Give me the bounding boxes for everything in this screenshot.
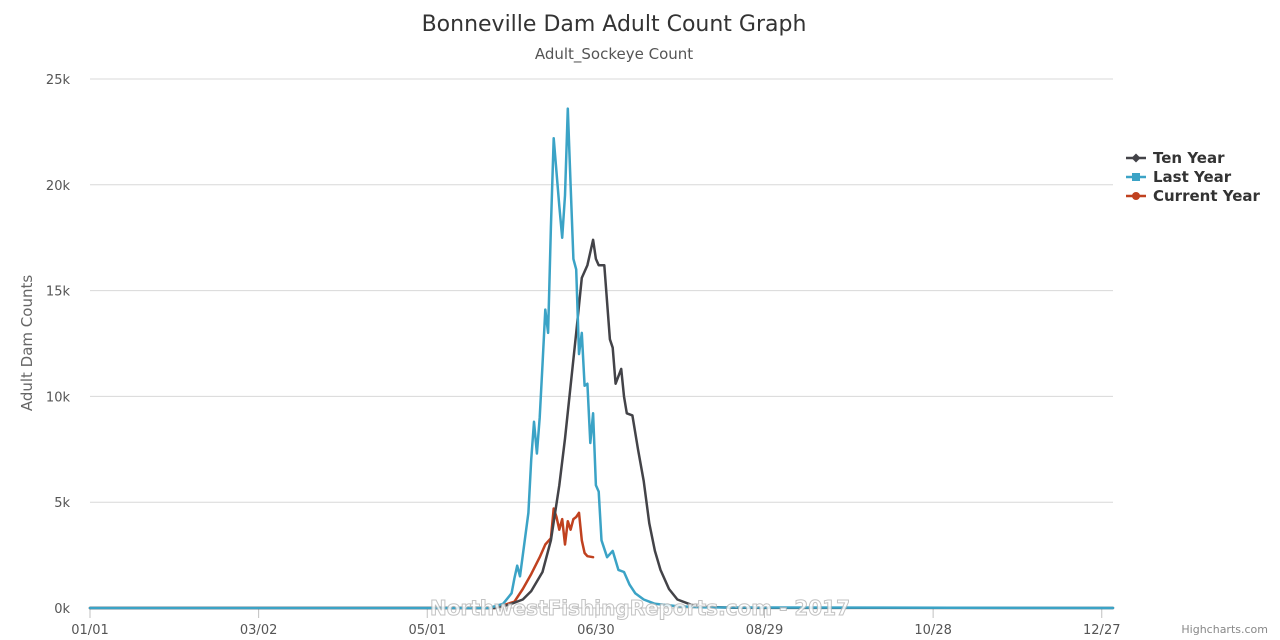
y-tick-label: 20k xyxy=(46,179,71,194)
series-line-last-year xyxy=(88,107,1115,610)
circle-marker-icon xyxy=(1132,192,1140,200)
x-tick-label: 05/01 xyxy=(409,623,446,638)
x-tick-label: 01/01 xyxy=(71,623,108,638)
credits-link[interactable]: Highcharts.com xyxy=(1181,623,1268,636)
legend-label: Current Year xyxy=(1153,187,1261,205)
y-tick-label: 25k xyxy=(46,73,71,88)
legend-label: Last Year xyxy=(1153,168,1232,186)
x-tick-label: 12/27 xyxy=(1083,623,1120,638)
x-tick-label: 10/28 xyxy=(914,623,951,638)
y-tick-label: 0k xyxy=(54,602,70,617)
x-tick-label: 06/30 xyxy=(577,623,614,638)
y-axis-ticks: 0k 5k 10k 15k 20k 25k xyxy=(46,73,71,617)
diamond-marker-icon xyxy=(1131,153,1141,163)
legend-item-ten-year[interactable]: Ten Year xyxy=(1126,149,1225,167)
y-tick-label: 5k xyxy=(54,496,70,511)
y-tick-label: 15k xyxy=(46,285,71,300)
chart-subtitle: Adult_Sockeye Count xyxy=(535,45,693,64)
y-tick-label: 10k xyxy=(46,390,71,405)
legend-label: Ten Year xyxy=(1153,149,1225,167)
square-marker-icon xyxy=(1132,173,1140,181)
x-tick-label: 03/02 xyxy=(240,623,277,638)
y-axis-label: Adult Dam Counts xyxy=(18,275,36,412)
x-axis-ticks: 01/01 03/02 05/01 06/30 08/29 10/28 12/27 xyxy=(71,608,1120,638)
series-line-current-year xyxy=(88,507,595,610)
series-line-ten-year xyxy=(88,238,1115,610)
chart-title: Bonneville Dam Adult Count Graph xyxy=(422,12,807,37)
series-lines xyxy=(88,107,1115,610)
x-tick-label: 08/29 xyxy=(746,623,783,638)
legend-item-last-year[interactable]: Last Year xyxy=(1126,168,1232,186)
legend-item-current-year[interactable]: Current Year xyxy=(1126,187,1261,205)
watermark: NorthwestFishingReports.com - 2017 xyxy=(430,596,850,620)
